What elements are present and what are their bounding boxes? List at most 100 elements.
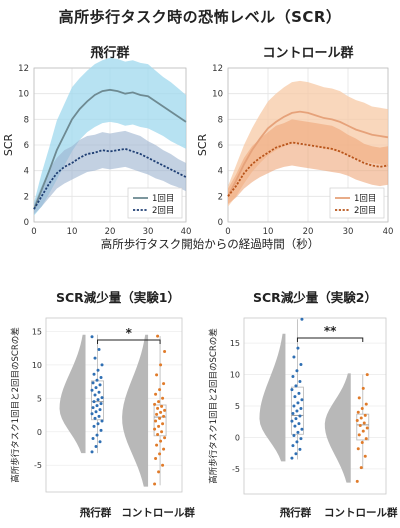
data-point — [153, 402, 157, 406]
y-axis-label: 高所歩行タスク1回目と2回目のSCRの差 — [10, 327, 21, 483]
x-tick-label: 10 — [263, 227, 274, 237]
series-band-1 — [228, 80, 388, 207]
box — [153, 404, 167, 437]
data-point — [300, 317, 304, 321]
data-point — [97, 347, 101, 351]
significance-bracket — [296, 337, 364, 342]
legend-label-1: 1回目 — [354, 194, 376, 204]
data-point — [95, 404, 99, 408]
data-point — [160, 430, 164, 434]
data-point — [155, 412, 159, 416]
legend-box — [127, 187, 183, 219]
data-point — [357, 396, 361, 400]
x-tick-label: 40 — [383, 227, 394, 237]
data-point — [360, 440, 364, 444]
data-point — [156, 334, 160, 338]
category-label: コントロール群 — [324, 506, 398, 519]
data-point — [100, 419, 104, 423]
data-point — [96, 422, 100, 426]
category-label: コントロール群 — [121, 506, 195, 519]
data-point — [159, 363, 163, 367]
data-point — [290, 456, 294, 460]
data-point — [298, 414, 302, 418]
data-point — [159, 439, 163, 443]
data-point — [90, 335, 94, 339]
data-point — [296, 346, 300, 350]
y-tick-label: 5 — [235, 402, 240, 411]
x-tick-label: 20 — [105, 227, 116, 237]
y-tick-label: 4 — [218, 167, 223, 177]
data-point — [299, 437, 303, 441]
data-point — [91, 381, 95, 385]
data-point — [361, 386, 365, 390]
data-point — [363, 454, 367, 458]
data-point — [294, 384, 298, 388]
y-tick-label: 0 — [37, 428, 42, 437]
data-point — [93, 416, 97, 420]
data-point — [297, 391, 301, 395]
data-point — [365, 426, 369, 430]
data-point — [96, 368, 100, 372]
significance-marker: * — [126, 326, 133, 340]
data-point — [291, 412, 295, 416]
main-title: 高所歩行タスク時の恐怖レベル（SCR） — [58, 8, 342, 26]
data-point — [294, 452, 298, 456]
series-band-2 — [228, 119, 388, 205]
data-point — [294, 417, 298, 421]
raincloud-chart-exp2: SCR減少量（実験2） -5 0 5 10 15 高所歩行タスク1回目と2回目のSCRの差飛… — [208, 290, 398, 519]
y-tick-label: 4 — [24, 167, 29, 177]
data-point — [292, 434, 296, 438]
y-axis-label: SCR — [196, 133, 209, 156]
violin-1 — [259, 333, 286, 462]
data-point — [97, 390, 101, 394]
data-point — [92, 372, 96, 376]
y-tick-label: 15 — [230, 339, 240, 348]
data-point — [296, 430, 300, 434]
data-point — [155, 443, 159, 447]
data-point — [96, 398, 100, 402]
x-tick-label: 40 — [181, 227, 192, 237]
y-tick-label: 12 — [212, 64, 223, 74]
data-point — [91, 406, 95, 410]
legend-label-2: 2回目 — [152, 206, 174, 216]
data-point — [291, 374, 295, 378]
data-point — [291, 444, 295, 448]
data-point — [154, 392, 158, 396]
data-point — [99, 402, 103, 406]
chart-title: SCR減少量（実験1） — [56, 290, 180, 305]
data-point — [290, 419, 294, 423]
data-point — [161, 463, 165, 467]
legend-label-2: 2回目 — [354, 206, 376, 216]
series-line-1 — [227, 110, 389, 197]
data-point — [158, 416, 162, 420]
data-point — [161, 422, 165, 426]
data-point — [355, 418, 359, 422]
line-chart-flight: 飛行群 0 2 4 6 8 10 12 0 10 20 30 40 SCR 1回目 2回目 — [2, 45, 191, 237]
y-tick-label: 12 — [18, 64, 29, 74]
data-point — [100, 396, 104, 400]
data-point — [293, 424, 297, 428]
data-point — [157, 470, 161, 474]
y-tick-label: 6 — [218, 141, 223, 151]
data-point — [90, 388, 94, 392]
data-point — [90, 412, 94, 416]
y-tick-label: 0 — [218, 218, 223, 228]
chart-title: SCR減少量（実験2） — [253, 290, 377, 305]
data-point — [362, 421, 366, 425]
violin-1 — [59, 334, 86, 454]
data-point — [94, 386, 98, 390]
x-tick-label: 30 — [143, 227, 154, 237]
data-point — [97, 414, 101, 418]
data-point — [156, 432, 160, 436]
category-label: 飛行群 — [79, 506, 112, 519]
data-point — [158, 388, 162, 392]
data-point — [355, 479, 359, 483]
data-point — [157, 424, 161, 428]
data-point — [293, 395, 297, 399]
data-point — [163, 349, 167, 353]
data-point — [162, 414, 166, 418]
data-point — [95, 378, 99, 382]
data-point — [295, 440, 299, 444]
data-point — [298, 447, 302, 451]
data-point — [365, 373, 369, 377]
